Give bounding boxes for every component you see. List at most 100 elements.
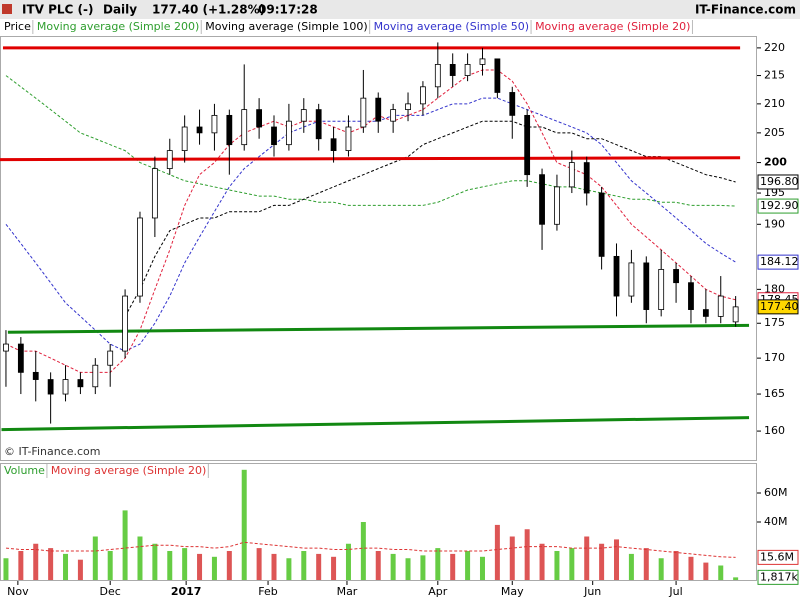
end-label: 1,817k [760, 570, 798, 583]
end-label: 184.12 [760, 255, 799, 268]
volume-bar [584, 536, 590, 580]
volume-bar [63, 553, 69, 580]
interval: Daily [103, 3, 137, 17]
candle-body [3, 343, 9, 352]
x-tick-label: Nov [7, 585, 29, 598]
time: 09:17:28 [258, 3, 318, 17]
candle-body [62, 379, 69, 395]
volume-bar [658, 558, 664, 580]
y-tick-label: 60M [764, 486, 788, 499]
volume-bar [643, 548, 649, 580]
candle-body [717, 295, 724, 317]
candle-body [583, 162, 590, 194]
volume-bar [316, 553, 322, 580]
volume-bar [450, 553, 456, 580]
x-tick-label: Jul [668, 585, 682, 598]
volume-bar [703, 562, 709, 580]
end-label: 177.40 [760, 300, 799, 313]
end-label-box [757, 174, 799, 190]
candle-body [673, 269, 679, 284]
candle-body [77, 379, 84, 388]
volume-bar [554, 551, 560, 580]
candle-body [613, 255, 620, 297]
candle-body [300, 109, 307, 122]
candle-body [554, 186, 560, 225]
legend-entry: Moving average (Simple 20) [51, 464, 206, 477]
x-tick-label: Mar [337, 585, 358, 598]
volume-bar [137, 536, 143, 580]
volume-bar [33, 543, 39, 580]
volume-bar [494, 524, 500, 580]
candle-body [285, 120, 292, 146]
candle-body [360, 97, 367, 128]
candle-body [32, 371, 39, 380]
volume-bar [569, 548, 575, 580]
y-tick-label: 175 [764, 316, 785, 329]
moving-average [5, 69, 736, 373]
y-tick-label: 165 [764, 387, 785, 400]
logo [2, 4, 12, 14]
volume-panel [0, 463, 757, 581]
legend-entry: Moving average (Simple 100) [205, 20, 367, 33]
candle-body [702, 309, 709, 317]
volume-bar [331, 556, 337, 580]
legend-entry: Moving average (Simple 200) [37, 20, 199, 33]
volume-bar [271, 553, 277, 580]
volume-bar [673, 551, 679, 580]
trend-line [7, 323, 750, 334]
candle-body [479, 58, 486, 65]
moving-average [124, 120, 736, 317]
candle-body [137, 217, 143, 297]
candle-body [92, 364, 99, 388]
y-tick-label: 215 [764, 69, 785, 82]
legend-entry: Moving average (Simple 20) [535, 20, 690, 33]
volume-ma [5, 541, 736, 558]
candle-body [688, 282, 694, 310]
candle-body [405, 103, 411, 111]
x-tick-label: Jun [583, 585, 601, 598]
brand: IT-Finance.com [695, 3, 796, 17]
end-label: 192.90 [760, 199, 799, 212]
y-tick-label: 205 [764, 126, 785, 139]
moving-average [5, 75, 736, 207]
volume-bar [182, 548, 188, 580]
legend-entry: Moving average (Simple 50) [374, 20, 529, 33]
candle-body [628, 262, 635, 297]
volume-bar [301, 551, 307, 580]
volume-bar [718, 565, 724, 580]
candle-body [420, 86, 426, 105]
volume-bar [345, 543, 351, 580]
x-tick-label: 2017 [171, 585, 202, 598]
end-label-box [757, 569, 799, 585]
candle-body [271, 126, 277, 146]
y-tick-label: 40M [764, 515, 788, 528]
candle-body [658, 269, 665, 310]
quote: 177.40 (+1.28%) [152, 3, 265, 17]
candle-body [434, 64, 441, 88]
volume-bar [524, 529, 530, 580]
candle-body [166, 150, 173, 170]
candle-body [539, 174, 545, 225]
candle-body [464, 64, 471, 76]
volume-bar [375, 551, 381, 580]
volume-bar [599, 543, 605, 580]
candle-body [345, 126, 352, 152]
end-label-box [757, 299, 799, 315]
candle-body [509, 92, 516, 116]
candle-body [390, 109, 397, 122]
volume-bar [435, 548, 441, 580]
candle-body [181, 126, 188, 152]
y-tick-label: 160 [764, 424, 785, 437]
volume-bar [152, 543, 158, 580]
volume-bar [420, 555, 426, 580]
y-tick-label: 220 [764, 41, 785, 54]
candle-body [732, 306, 739, 323]
x-tick-label: May [501, 585, 524, 598]
moving-average [5, 97, 736, 352]
legend-entry: Price [4, 20, 31, 33]
volume-bar [48, 548, 54, 580]
volume-bar [390, 553, 396, 580]
volume-bar [688, 556, 694, 580]
x-tick-label: Apr [428, 585, 448, 598]
